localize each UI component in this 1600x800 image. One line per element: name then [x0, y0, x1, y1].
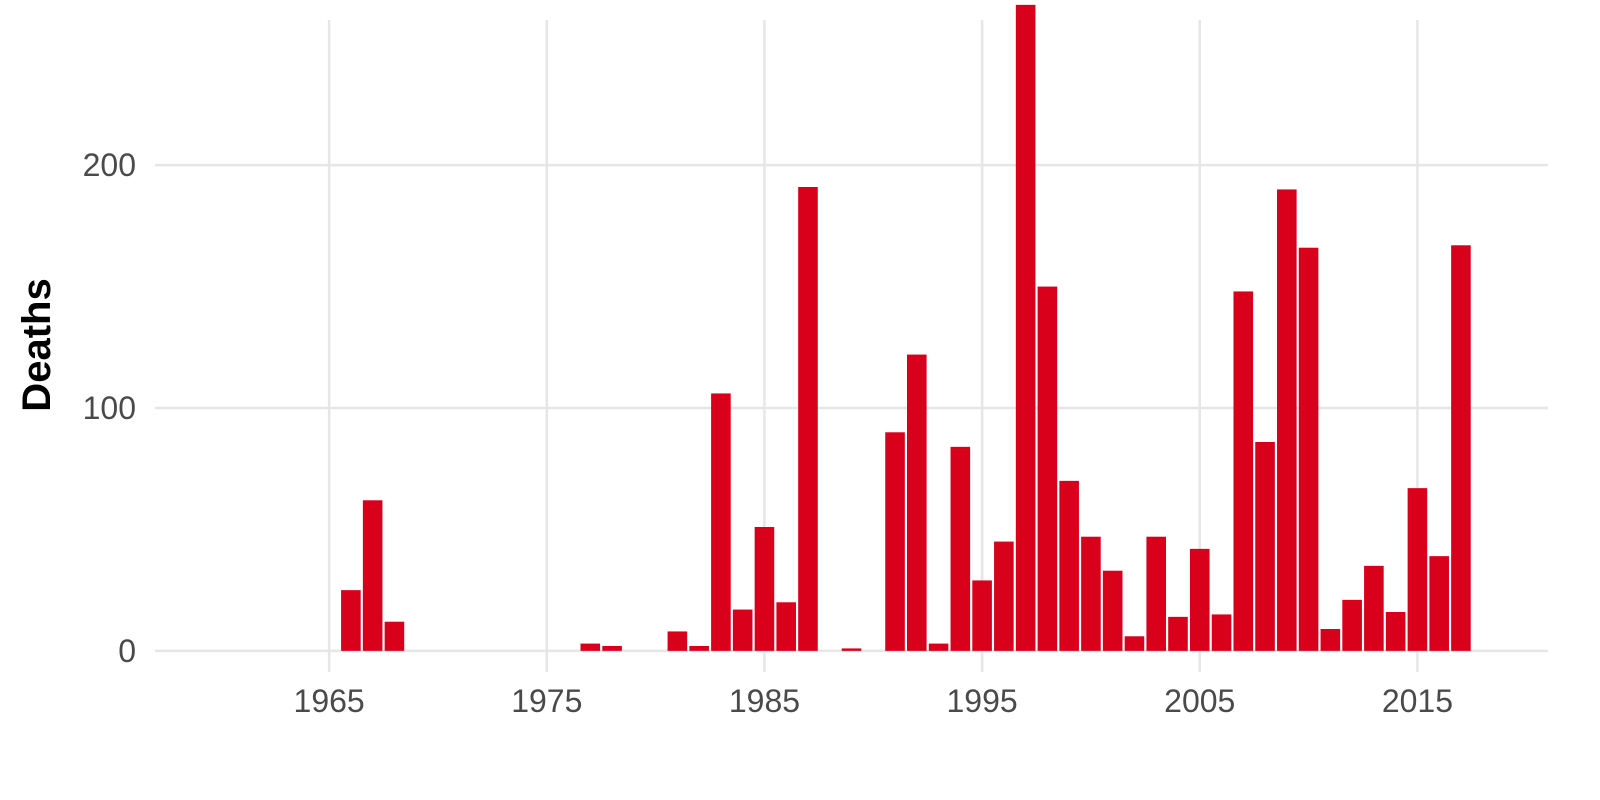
- bars: [341, 4, 1471, 651]
- bar-2011: [1320, 629, 1341, 651]
- bar-2003: [1146, 536, 1167, 651]
- bar-1981: [667, 631, 688, 651]
- bar-1983: [711, 393, 731, 651]
- bar-1999: [1059, 480, 1079, 651]
- y-tick-label-100: 100: [83, 390, 136, 426]
- bar-2010: [1298, 247, 1319, 651]
- bar-1982: [689, 646, 709, 651]
- bar-1989: [841, 648, 862, 651]
- bar-2013: [1364, 565, 1384, 651]
- bar-1987: [798, 187, 818, 651]
- x-tick-labels: 1965 1975 1985 1995 2005 2015: [294, 683, 1453, 719]
- bar-2000: [1081, 536, 1101, 651]
- bar-1997: [1015, 4, 1036, 651]
- bar-1998: [1037, 286, 1058, 651]
- bar-1968: [384, 621, 405, 651]
- bar-2017: [1451, 245, 1471, 651]
- bar-1986: [776, 602, 796, 651]
- bar-2001: [1102, 570, 1123, 651]
- bar-1994: [950, 446, 971, 651]
- bar-1978: [602, 646, 622, 651]
- bar-1992: [907, 354, 927, 651]
- y-tick-label-200: 200: [83, 147, 136, 183]
- bar-1991: [885, 432, 905, 651]
- bar-1977: [580, 643, 601, 651]
- x-tick-label-2005: 2005: [1164, 683, 1235, 719]
- bar-1985: [754, 527, 775, 651]
- bar-2014: [1385, 612, 1406, 651]
- bar-2008: [1255, 442, 1275, 651]
- bar-1966: [341, 590, 361, 651]
- bar-1993: [928, 643, 949, 651]
- x-tick-label-1965: 1965: [294, 683, 365, 719]
- bar-2004: [1168, 616, 1188, 651]
- bar-2006: [1211, 614, 1232, 651]
- bar-2005: [1189, 548, 1210, 651]
- x-tick-label-2015: 2015: [1382, 683, 1453, 719]
- bar-1996: [994, 541, 1014, 651]
- bar-1984: [732, 609, 753, 651]
- x-tick-label-1985: 1985: [729, 683, 800, 719]
- y-tick-labels: 0 100 200: [83, 147, 136, 669]
- bar-2015: [1407, 488, 1428, 651]
- bar-2016: [1429, 556, 1449, 651]
- bar-2012: [1342, 599, 1362, 651]
- y-axis-label: Deaths: [15, 278, 59, 411]
- bar-2007: [1233, 291, 1254, 651]
- bar-2002: [1124, 636, 1145, 651]
- x-tick-label-1975: 1975: [511, 683, 582, 719]
- bar-2009: [1277, 189, 1297, 651]
- x-tick-label-1995: 1995: [947, 683, 1018, 719]
- bar-1967: [362, 500, 383, 651]
- y-tick-label-0: 0: [118, 633, 136, 669]
- bar-1995: [972, 580, 992, 651]
